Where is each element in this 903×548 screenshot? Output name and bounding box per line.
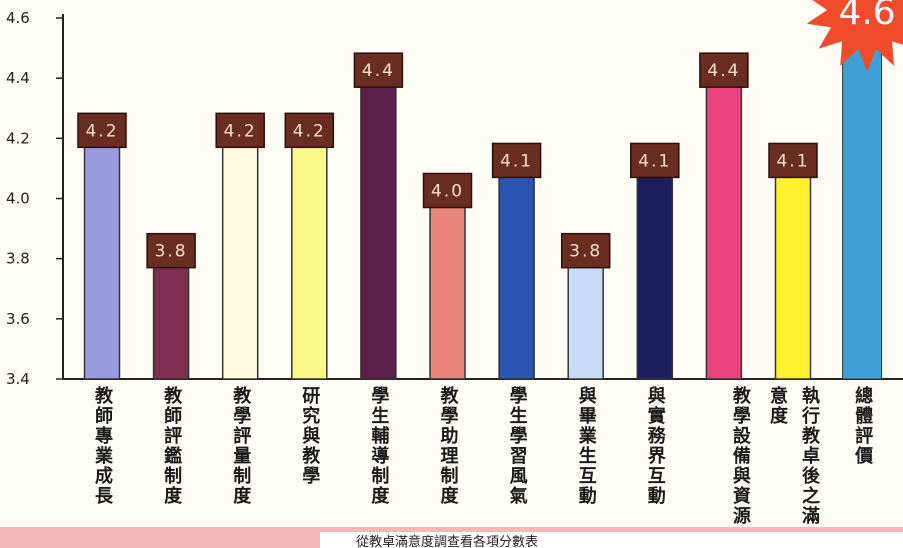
value-label-box	[699, 52, 749, 88]
bar	[705, 77, 743, 380]
value-label: 4.1	[500, 151, 533, 171]
value-label: 4.1	[638, 151, 671, 171]
value-label-box	[491, 142, 542, 179]
category-label: 教學設備與資源	[729, 386, 751, 526]
bar	[291, 137, 328, 380]
y-tick-label: 3.4	[6, 370, 30, 388]
category-label: 教師評鑑制度	[161, 386, 183, 506]
category-label: 教師專業成長	[92, 386, 113, 506]
value-label: 4.2	[293, 121, 326, 141]
y-tick-label: 4.6	[6, 9, 30, 27]
footer-caption: 從教卓滿意度調查看各項分數表	[320, 532, 903, 548]
value-label: 4.6	[838, 0, 895, 33]
value-label-box	[630, 142, 680, 179]
value-label-box	[768, 142, 818, 179]
bar	[429, 197, 466, 380]
bar	[498, 167, 535, 380]
value-label-box	[77, 112, 127, 149]
value-label-box	[422, 172, 473, 209]
value-label-box	[215, 112, 265, 149]
value-label-box	[284, 112, 335, 149]
category-label: 研究與教學	[299, 386, 321, 486]
value-label: 4.2	[224, 121, 257, 141]
category-label: 教學評量制度	[230, 386, 252, 506]
category-label: 學生輔導制度	[368, 386, 390, 506]
bar	[83, 137, 121, 380]
value-label: 3.8	[569, 242, 602, 262]
bar	[152, 257, 190, 380]
category-label: 與實務界互動	[644, 386, 666, 506]
value-label-box	[146, 232, 196, 269]
category-label: 教學助理制度	[437, 386, 459, 506]
value-label: 4.1	[776, 151, 809, 171]
bar	[636, 167, 674, 380]
bar	[567, 257, 604, 380]
value-starburst	[806, 0, 903, 72]
category-label: 總體評價	[852, 386, 874, 466]
category-label: 學生學習風氣	[506, 386, 528, 506]
y-tick-label: 4.0	[6, 190, 30, 208]
bar	[360, 77, 397, 380]
value-label: 4.2	[85, 121, 118, 141]
value-label-box	[353, 52, 404, 88]
value-label: 4.0	[431, 182, 464, 202]
bar	[842, 17, 883, 380]
y-tick-label: 3.8	[6, 250, 30, 268]
category-label: 執行教卓後之滿意度	[767, 386, 820, 526]
category-label: 與畢業生互動	[575, 386, 597, 506]
y-tick-label: 4.2	[6, 129, 30, 147]
y-tick-label: 4.4	[6, 69, 30, 87]
value-label: 3.8	[155, 242, 188, 262]
y-tick-label: 3.6	[6, 310, 30, 328]
value-label: 4.4	[707, 61, 740, 81]
bar	[774, 167, 812, 380]
bar	[221, 137, 259, 380]
value-label: 4.4	[362, 61, 395, 81]
value-label-box	[560, 232, 611, 269]
